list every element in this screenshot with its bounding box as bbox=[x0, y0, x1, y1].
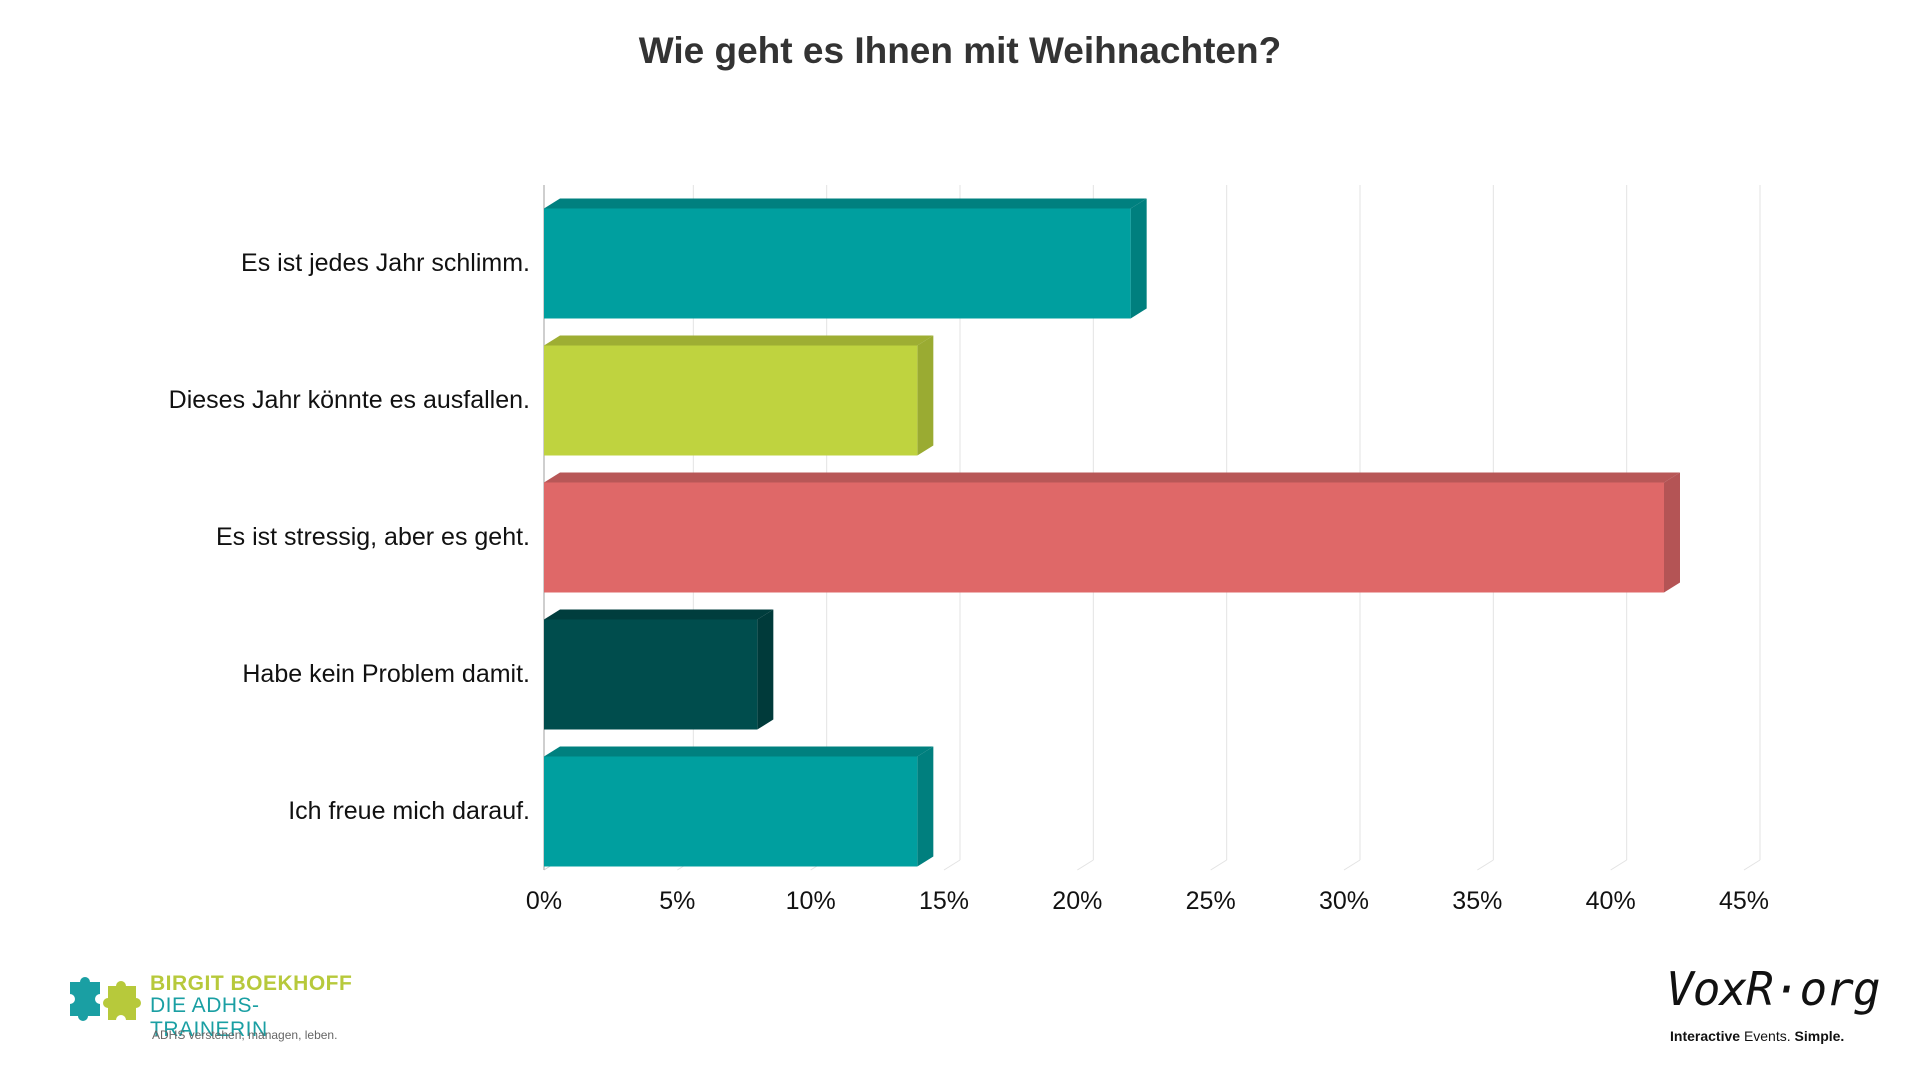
x-tick-label: 30% bbox=[1319, 887, 1369, 915]
x-tick-label: 25% bbox=[1186, 887, 1236, 915]
voxr-name: VoxR·org bbox=[1666, 962, 1881, 1016]
x-tick-label: 20% bbox=[1052, 887, 1102, 915]
gridline-diag bbox=[1077, 859, 1094, 871]
bar bbox=[544, 619, 758, 730]
bar bbox=[544, 482, 1664, 593]
gridline-diag bbox=[1477, 859, 1494, 871]
bar-top bbox=[544, 198, 1147, 209]
brand-tagline: ADHS verstehen, managen, leben. bbox=[152, 1028, 338, 1042]
x-tick-label: 10% bbox=[786, 887, 836, 915]
category-label: Dieses Jahr könnte es ausfallen. bbox=[168, 386, 530, 414]
bar-top bbox=[544, 746, 934, 757]
gridline-diag bbox=[1610, 859, 1627, 871]
bar-top bbox=[544, 609, 774, 620]
bar-side bbox=[1130, 198, 1147, 319]
category-label: Es ist jedes Jahr schlimm. bbox=[241, 249, 530, 277]
puzzle-icon bbox=[70, 977, 141, 1021]
bar bbox=[544, 208, 1131, 319]
voxr-tagline: Interactive Events. Simple. bbox=[1670, 1028, 1844, 1044]
gridline-diag bbox=[1743, 859, 1761, 871]
bar-top bbox=[544, 335, 934, 346]
category-label: Es ist stressig, aber es geht. bbox=[215, 523, 530, 551]
bar-side bbox=[917, 335, 934, 456]
category-label: Ich freue mich darauf. bbox=[288, 797, 530, 825]
x-tick-label: 40% bbox=[1586, 887, 1636, 915]
x-tick-label: 5% bbox=[659, 887, 695, 915]
brand-subtitle: DIE ADHS-TRAINERIN bbox=[150, 994, 268, 1041]
voxr-logo: VoxR·org Interactive Events. Simple. bbox=[1660, 962, 1881, 1044]
x-tick-label: 0% bbox=[526, 887, 562, 915]
category-label: Habe kein Problem damit. bbox=[242, 660, 530, 688]
bar-top bbox=[544, 472, 1680, 483]
bar bbox=[544, 756, 918, 867]
x-tick-label: 15% bbox=[919, 887, 969, 915]
chart-title: Wie geht es Ihnen mit Weihnachten? bbox=[638, 30, 1282, 71]
bar-side bbox=[1664, 472, 1680, 593]
voxr-tagline-part2: Events. bbox=[1743, 1028, 1791, 1044]
brand-name: BIRGIT BOEKHOFF bbox=[150, 972, 353, 995]
bar-side bbox=[917, 746, 934, 867]
voxr-tagline-part3: Simple. bbox=[1794, 1028, 1845, 1044]
gridline-diag bbox=[1343, 859, 1361, 871]
voxr-tagline-part1: Interactive bbox=[1670, 1028, 1741, 1044]
x-tick-label: 35% bbox=[1452, 887, 1502, 915]
bar-side bbox=[757, 609, 774, 730]
bar bbox=[544, 345, 918, 456]
gridline-diag bbox=[943, 859, 961, 871]
gridline-diag bbox=[1210, 859, 1227, 871]
x-tick-label: 45% bbox=[1719, 887, 1769, 915]
birgit-boekhoff-logo: BIRGIT BOEKHOFF DIE ADHS-TRAINERIN ADHS … bbox=[64, 972, 364, 1042]
